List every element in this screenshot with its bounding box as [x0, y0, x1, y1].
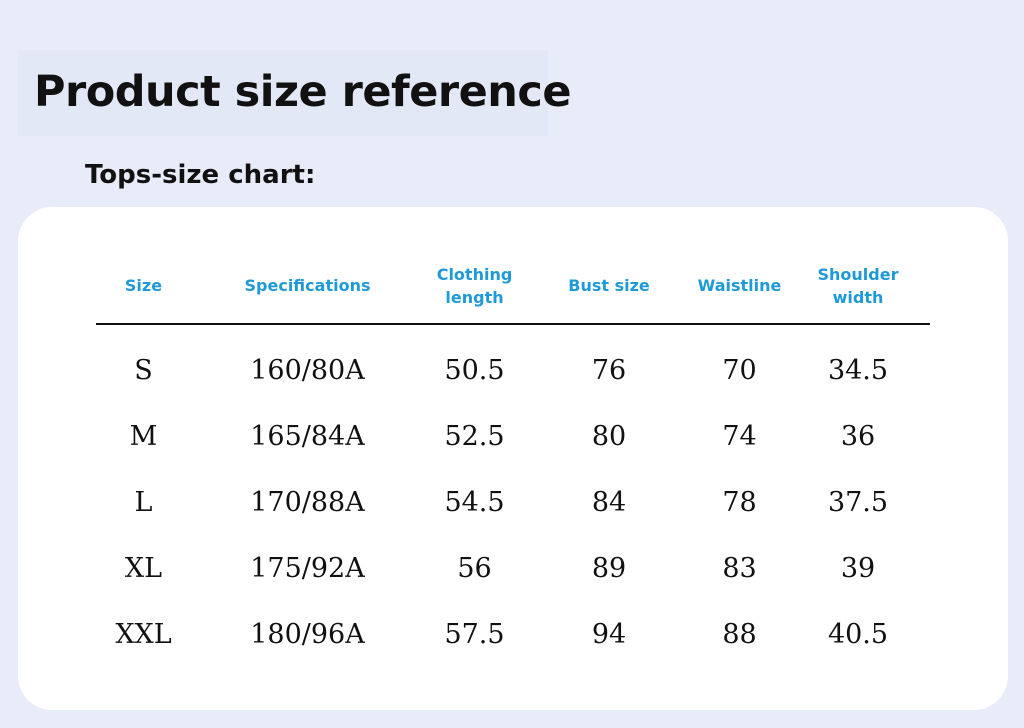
table-row: S 160/80A 50.5 76 70 34.5 — [96, 324, 930, 403]
column-header-size: Size — [96, 248, 191, 325]
cell-specifications: 160/80A — [250, 354, 365, 386]
title-band — [18, 50, 548, 136]
cell-size: XXL — [115, 618, 172, 650]
cell-clothing-length: 56 — [457, 552, 492, 584]
cell-size: XL — [124, 552, 163, 584]
cell-clothing-length: 57.5 — [444, 618, 505, 650]
cell-clothing-length: 54.5 — [444, 486, 505, 518]
page-title: Product size reference — [34, 67, 572, 117]
column-header-specifications: Specifications — [191, 248, 424, 325]
cell-waistline: 74 — [722, 420, 757, 452]
cell-waistline: 88 — [722, 618, 757, 650]
table-row: XL 175/92A 56 89 83 39 — [96, 535, 930, 601]
cell-shoulder-width: 36 — [840, 420, 876, 452]
cell-shoulder-width: 40.5 — [827, 618, 889, 650]
cell-size: M — [129, 420, 158, 452]
cell-waistline: 78 — [722, 486, 757, 518]
cell-specifications: 170/88A — [250, 486, 365, 518]
cell-bust-size: 94 — [591, 618, 627, 650]
cell-waistline: 83 — [722, 552, 757, 584]
cell-specifications: 175/92A — [250, 552, 365, 584]
cell-bust-size: 76 — [591, 354, 627, 386]
cell-specifications: 165/84A — [250, 420, 365, 452]
section-title: Tops-size chart: — [85, 160, 316, 190]
cell-specifications: 180/96A — [250, 618, 365, 650]
cell-bust-size: 80 — [591, 420, 627, 452]
cell-shoulder-width: 37.5 — [827, 486, 889, 518]
cell-shoulder-width: 39 — [840, 552, 876, 584]
column-header-bust-size: Bust size — [525, 248, 693, 325]
column-header-clothing-length: Clothing length — [424, 248, 525, 325]
cell-clothing-length: 52.5 — [444, 420, 505, 452]
table-row: XXL 180/96A 57.5 94 88 40.5 — [96, 601, 930, 667]
column-header-shoulder-width: Shoulder width — [786, 248, 930, 325]
table-row: L 170/88A 54.5 84 78 37.5 — [96, 469, 930, 535]
cell-size: S — [134, 354, 153, 386]
cell-shoulder-width: 34.5 — [827, 354, 889, 386]
cell-bust-size: 84 — [591, 486, 627, 518]
column-header-waistline: Waistline — [693, 248, 786, 325]
cell-size: L — [134, 486, 153, 518]
cell-waistline: 70 — [722, 354, 757, 386]
size-chart-table: Size Specifications Clothing length Bust… — [96, 248, 930, 667]
cell-bust-size: 89 — [591, 552, 627, 584]
table-row: M 165/84A 52.5 80 74 36 — [96, 403, 930, 469]
table-header-row: Size Specifications Clothing length Bust… — [96, 248, 930, 325]
cell-clothing-length: 50.5 — [444, 354, 505, 386]
